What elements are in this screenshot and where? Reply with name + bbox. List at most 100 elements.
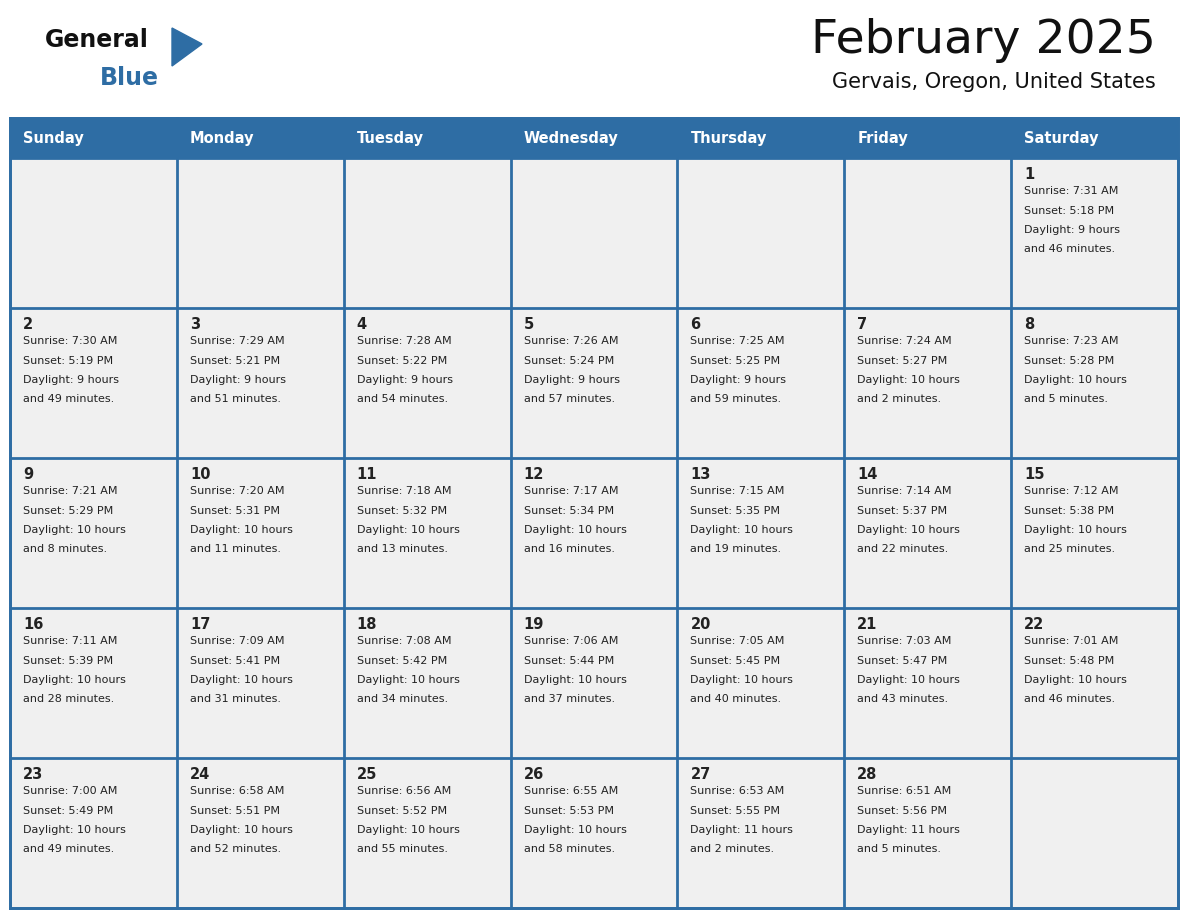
Text: 4: 4 (356, 317, 367, 332)
FancyBboxPatch shape (177, 608, 343, 758)
FancyBboxPatch shape (511, 158, 677, 308)
Text: and 43 minutes.: and 43 minutes. (858, 695, 948, 704)
Text: Wednesday: Wednesday (524, 130, 618, 145)
Text: Sunrise: 7:18 AM: Sunrise: 7:18 AM (356, 486, 451, 496)
FancyBboxPatch shape (845, 758, 1011, 908)
Text: Sunrise: 6:55 AM: Sunrise: 6:55 AM (524, 786, 618, 796)
Text: Sunset: 5:41 PM: Sunset: 5:41 PM (190, 655, 280, 666)
Text: and 13 minutes.: and 13 minutes. (356, 544, 448, 554)
FancyBboxPatch shape (177, 308, 343, 458)
Text: Sunday: Sunday (23, 130, 83, 145)
Text: Sunset: 5:52 PM: Sunset: 5:52 PM (356, 805, 447, 815)
Text: Sunrise: 6:56 AM: Sunrise: 6:56 AM (356, 786, 451, 796)
Text: 25: 25 (356, 767, 377, 782)
Text: Sunset: 5:18 PM: Sunset: 5:18 PM (1024, 206, 1114, 216)
FancyBboxPatch shape (677, 308, 845, 458)
Text: Daylight: 10 hours: Daylight: 10 hours (23, 525, 126, 535)
Text: Daylight: 10 hours: Daylight: 10 hours (23, 825, 126, 835)
Text: 22: 22 (1024, 617, 1044, 632)
Text: and 31 minutes.: and 31 minutes. (190, 695, 280, 704)
FancyBboxPatch shape (1011, 758, 1178, 908)
FancyBboxPatch shape (177, 458, 343, 608)
FancyBboxPatch shape (677, 758, 845, 908)
Text: Sunset: 5:38 PM: Sunset: 5:38 PM (1024, 506, 1114, 516)
Text: and 58 minutes.: and 58 minutes. (524, 845, 614, 855)
FancyBboxPatch shape (845, 158, 1011, 308)
Text: 5: 5 (524, 317, 533, 332)
Text: 26: 26 (524, 767, 544, 782)
Text: Sunrise: 7:25 AM: Sunrise: 7:25 AM (690, 336, 785, 346)
FancyBboxPatch shape (177, 158, 343, 308)
Text: Sunrise: 7:09 AM: Sunrise: 7:09 AM (190, 636, 284, 646)
Text: Sunset: 5:32 PM: Sunset: 5:32 PM (356, 506, 447, 516)
Text: Sunrise: 6:58 AM: Sunrise: 6:58 AM (190, 786, 284, 796)
Text: Sunrise: 7:29 AM: Sunrise: 7:29 AM (190, 336, 284, 346)
Text: Sunset: 5:55 PM: Sunset: 5:55 PM (690, 805, 781, 815)
Text: 15: 15 (1024, 467, 1044, 482)
Text: Sunset: 5:28 PM: Sunset: 5:28 PM (1024, 355, 1114, 365)
Text: February 2025: February 2025 (811, 18, 1156, 63)
Text: and 19 minutes.: and 19 minutes. (690, 544, 782, 554)
FancyBboxPatch shape (845, 458, 1011, 608)
Text: Sunrise: 7:11 AM: Sunrise: 7:11 AM (23, 636, 118, 646)
Text: Sunrise: 7:17 AM: Sunrise: 7:17 AM (524, 486, 618, 496)
Text: Sunrise: 7:30 AM: Sunrise: 7:30 AM (23, 336, 118, 346)
Text: and 57 minutes.: and 57 minutes. (524, 395, 614, 405)
Text: and 46 minutes.: and 46 minutes. (1024, 244, 1116, 254)
FancyBboxPatch shape (343, 758, 511, 908)
Text: Sunrise: 7:00 AM: Sunrise: 7:00 AM (23, 786, 118, 796)
Text: Sunset: 5:37 PM: Sunset: 5:37 PM (858, 506, 947, 516)
FancyBboxPatch shape (343, 308, 511, 458)
FancyBboxPatch shape (677, 158, 845, 308)
Text: Sunset: 5:22 PM: Sunset: 5:22 PM (356, 355, 447, 365)
Text: 23: 23 (23, 767, 43, 782)
Text: Sunset: 5:31 PM: Sunset: 5:31 PM (190, 506, 280, 516)
Text: and 5 minutes.: and 5 minutes. (1024, 395, 1108, 405)
Text: Daylight: 10 hours: Daylight: 10 hours (356, 825, 460, 835)
Text: Sunset: 5:47 PM: Sunset: 5:47 PM (858, 655, 948, 666)
FancyBboxPatch shape (511, 308, 677, 458)
Text: Daylight: 9 hours: Daylight: 9 hours (356, 375, 453, 385)
Text: 7: 7 (858, 317, 867, 332)
Text: Sunset: 5:49 PM: Sunset: 5:49 PM (23, 805, 113, 815)
Text: and 2 minutes.: and 2 minutes. (690, 845, 775, 855)
Text: Daylight: 10 hours: Daylight: 10 hours (356, 525, 460, 535)
Text: Sunset: 5:42 PM: Sunset: 5:42 PM (356, 655, 447, 666)
Text: Sunrise: 7:05 AM: Sunrise: 7:05 AM (690, 636, 785, 646)
Text: 11: 11 (356, 467, 378, 482)
Text: and 16 minutes.: and 16 minutes. (524, 544, 614, 554)
Text: Daylight: 9 hours: Daylight: 9 hours (190, 375, 286, 385)
Text: and 8 minutes.: and 8 minutes. (23, 544, 107, 554)
Text: Gervais, Oregon, United States: Gervais, Oregon, United States (833, 72, 1156, 92)
Text: 10: 10 (190, 467, 210, 482)
Text: Daylight: 10 hours: Daylight: 10 hours (524, 825, 626, 835)
Text: Daylight: 10 hours: Daylight: 10 hours (858, 675, 960, 685)
Text: Sunrise: 7:06 AM: Sunrise: 7:06 AM (524, 636, 618, 646)
Text: Daylight: 9 hours: Daylight: 9 hours (524, 375, 620, 385)
Text: Sunset: 5:35 PM: Sunset: 5:35 PM (690, 506, 781, 516)
Text: Sunrise: 7:15 AM: Sunrise: 7:15 AM (690, 486, 785, 496)
FancyBboxPatch shape (10, 608, 177, 758)
Text: 3: 3 (190, 317, 200, 332)
Polygon shape (172, 28, 202, 66)
Text: Sunrise: 7:12 AM: Sunrise: 7:12 AM (1024, 486, 1119, 496)
Text: and 46 minutes.: and 46 minutes. (1024, 695, 1116, 704)
Text: Sunset: 5:34 PM: Sunset: 5:34 PM (524, 506, 614, 516)
FancyBboxPatch shape (10, 158, 177, 308)
Text: Daylight: 10 hours: Daylight: 10 hours (690, 525, 794, 535)
Text: 17: 17 (190, 617, 210, 632)
FancyBboxPatch shape (1011, 608, 1178, 758)
Text: Saturday: Saturday (1024, 130, 1099, 145)
Text: 9: 9 (23, 467, 33, 482)
FancyBboxPatch shape (511, 458, 677, 608)
Text: Daylight: 10 hours: Daylight: 10 hours (190, 525, 292, 535)
Text: Sunrise: 6:51 AM: Sunrise: 6:51 AM (858, 786, 952, 796)
Text: Thursday: Thursday (690, 130, 766, 145)
Text: Sunset: 5:51 PM: Sunset: 5:51 PM (190, 805, 280, 815)
Text: General: General (45, 28, 148, 52)
Text: 2: 2 (23, 317, 33, 332)
Text: 14: 14 (858, 467, 878, 482)
FancyBboxPatch shape (10, 458, 177, 608)
FancyBboxPatch shape (511, 758, 677, 908)
Text: 12: 12 (524, 467, 544, 482)
